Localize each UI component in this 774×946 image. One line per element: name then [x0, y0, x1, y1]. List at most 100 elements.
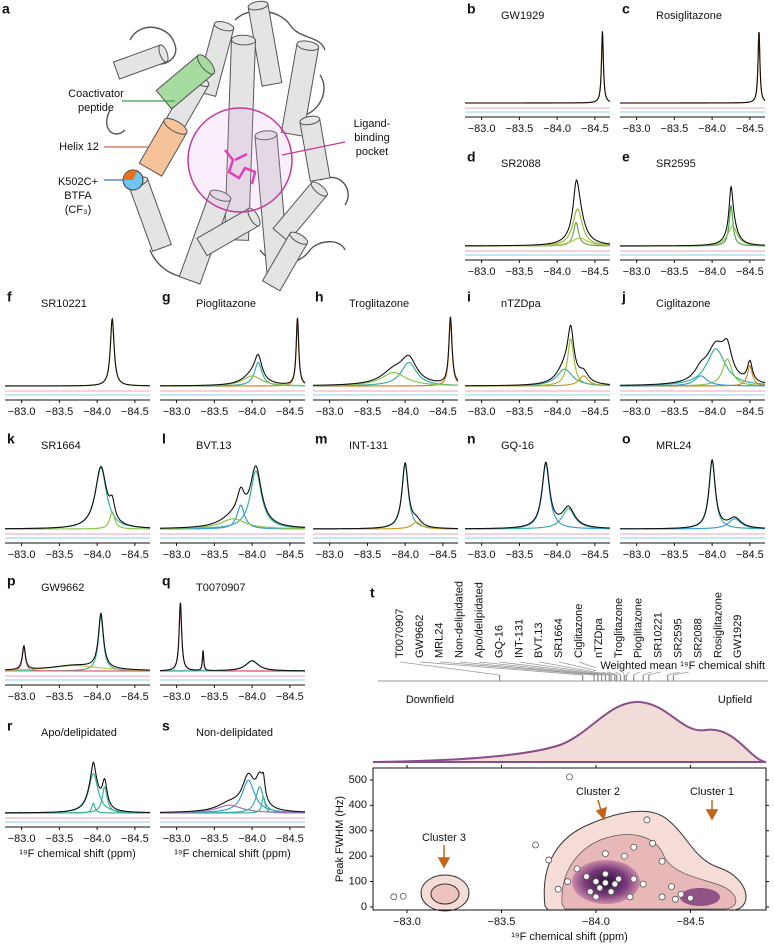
ligand-label: GW1929	[732, 615, 744, 658]
panel-title: nTZDpa	[501, 298, 542, 310]
ligand-leader	[419, 661, 583, 676]
panel-title: INT-131	[349, 440, 388, 452]
panel-title: Pioglitazone	[196, 298, 256, 310]
x-tick-label: −83.5	[505, 406, 533, 418]
x-tick-label: −83.5	[200, 691, 228, 703]
helix-end	[247, 207, 261, 227]
diagram-label: Coactivator	[68, 88, 124, 100]
fit-sum	[465, 179, 611, 247]
peak-component	[5, 511, 150, 530]
cluster-label: Cluster 3	[422, 832, 466, 844]
scatter-point	[532, 841, 539, 849]
ligand-leader	[439, 661, 595, 676]
panel-title: SR1664	[41, 440, 81, 452]
panel-title: MRL24	[656, 440, 691, 452]
x-tick-label: −84.0	[543, 406, 571, 418]
helix-end	[158, 44, 169, 63]
panel-letter: g	[162, 289, 171, 305]
ligand-label: T0070907	[394, 608, 406, 658]
x-tick-label: −84.5	[677, 916, 705, 928]
panel-letter: c	[622, 1, 630, 17]
x-tick-label: −83.5	[45, 549, 73, 561]
y-tick-label: 0	[361, 901, 367, 913]
fit-sum	[465, 324, 611, 387]
panel-title: Apo/delipidated	[41, 727, 117, 739]
scatter-point	[607, 888, 615, 896]
fit-sum	[159, 771, 306, 813]
x-tick-label: −83.0	[316, 406, 344, 418]
x-tick-label: −83.0	[8, 691, 36, 703]
ligand-label: Pioglitazone	[633, 598, 645, 658]
scatter-point	[573, 865, 581, 873]
x-axis-title: ¹⁹F chemical shift (ppm)	[511, 931, 628, 943]
peak-component	[160, 786, 305, 814]
x-tick-label: −83.5	[660, 549, 688, 561]
x-tick-label: −83.0	[316, 549, 344, 561]
scatter-point	[399, 892, 407, 900]
protein-helices	[112, 0, 331, 292]
x-tick-label: −84.0	[83, 833, 111, 845]
panel-title: GQ-16	[501, 440, 534, 452]
peak-component	[313, 463, 458, 530]
x-tick-label: −83.5	[505, 549, 533, 561]
peak-component	[465, 338, 611, 387]
scatter-point	[583, 873, 590, 880]
peak-component	[620, 32, 766, 104]
x-tick-label: −83.5	[488, 916, 516, 928]
x-tick-label: −84.0	[391, 406, 419, 418]
x-tick-label: −83.0	[623, 406, 651, 418]
y-tick-label: 500	[349, 774, 367, 786]
x-tick-label: −84.5	[121, 406, 149, 418]
peak-component	[160, 375, 306, 387]
peak-component	[620, 225, 766, 247]
helix-end	[163, 117, 188, 135]
scatter-point	[626, 893, 634, 901]
diagram-label: peptide	[78, 102, 114, 114]
peak-component	[5, 773, 150, 814]
ligand-label: SR2595	[673, 618, 685, 658]
contour-core	[680, 888, 720, 906]
x-tick-label: −84.5	[581, 549, 609, 561]
x-tick-label: −84.5	[581, 123, 609, 135]
ligand-leader	[499, 661, 606, 676]
peak-component	[160, 470, 306, 530]
x-tick-label: −84.5	[276, 833, 304, 845]
y-tick-label: 400	[349, 799, 367, 811]
x-tick-label: −83.0	[623, 266, 651, 278]
scatter-point	[545, 856, 553, 864]
helix	[112, 44, 169, 80]
ligand-label: Apo/delipidated	[474, 582, 486, 658]
peak-component	[160, 650, 305, 672]
panel-letter: i	[467, 289, 471, 305]
peak-component	[5, 466, 151, 530]
scatter-point	[564, 878, 572, 885]
x-tick-label: −84.5	[121, 833, 149, 845]
x-axis-title: ¹⁹F chemical shift (ppm)	[174, 848, 291, 860]
x-tick-label: −84.5	[121, 549, 149, 561]
panel-letter: j	[621, 289, 626, 305]
peak-component	[465, 221, 611, 247]
fit-sum	[159, 602, 305, 672]
x-tick-label: −83.0	[623, 549, 651, 561]
x-tick-label: −84.0	[543, 549, 571, 561]
helix	[224, 34, 256, 241]
ligand-label: MRL24	[434, 623, 446, 658]
x-tick-label: −83.5	[200, 833, 228, 845]
fit-sum	[5, 317, 151, 387]
x-tick-label: −84.5	[736, 123, 764, 135]
helix-end	[254, 130, 278, 141]
panel-title: T0070907	[196, 582, 246, 594]
helix-end	[230, 34, 256, 46]
contour	[430, 883, 460, 905]
panel-letter: n	[467, 431, 476, 447]
helix	[272, 181, 328, 243]
x-tick-label: −84.0	[698, 549, 726, 561]
helix	[138, 117, 188, 177]
helix-end	[247, 0, 269, 11]
ligand-label: GW9662	[414, 615, 426, 658]
x-tick-label: −84.0	[83, 549, 111, 561]
x-tick-label: −83.0	[468, 549, 496, 561]
fit-sum	[160, 317, 306, 387]
direction-label: Upfield	[718, 694, 752, 706]
